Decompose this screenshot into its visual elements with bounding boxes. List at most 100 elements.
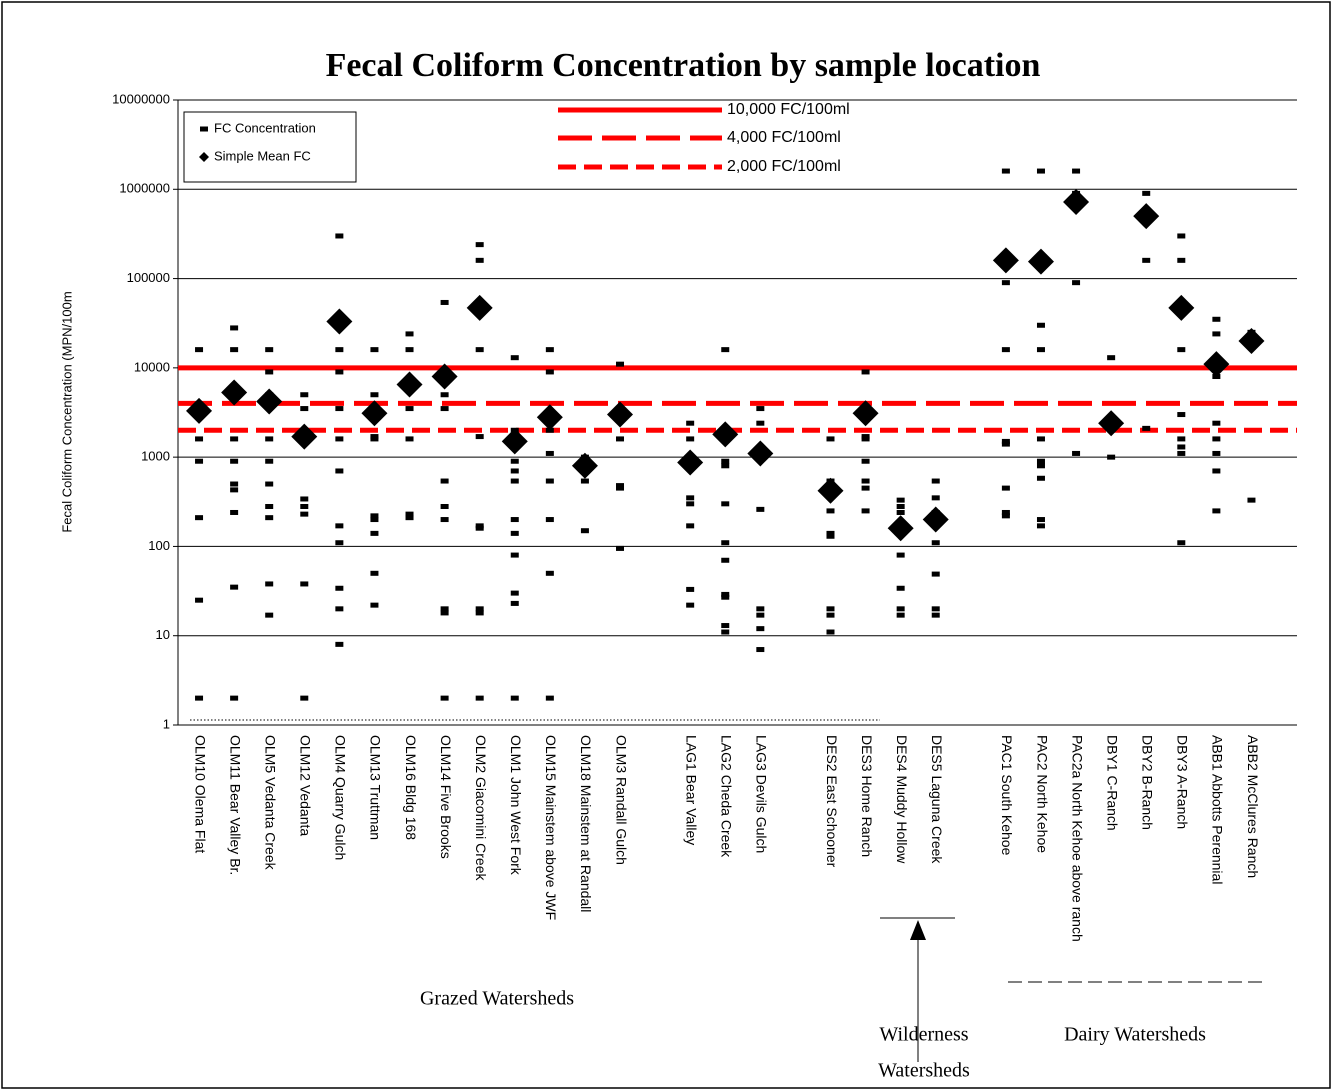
point bbox=[756, 606, 765, 612]
point bbox=[370, 392, 379, 398]
point bbox=[1247, 497, 1256, 503]
point bbox=[440, 517, 449, 523]
point bbox=[580, 478, 589, 484]
point bbox=[195, 436, 204, 442]
mean-point bbox=[1133, 203, 1160, 230]
point bbox=[686, 501, 695, 507]
point bbox=[931, 540, 940, 546]
point bbox=[370, 517, 379, 523]
point bbox=[440, 478, 449, 484]
mean-point bbox=[466, 294, 493, 321]
point bbox=[721, 540, 730, 546]
point bbox=[721, 594, 730, 600]
mean-point bbox=[1203, 351, 1230, 378]
point bbox=[896, 497, 905, 503]
point bbox=[265, 504, 274, 510]
point bbox=[510, 552, 519, 558]
point bbox=[1072, 450, 1081, 456]
point bbox=[931, 495, 940, 501]
point bbox=[265, 581, 274, 587]
mean-point bbox=[536, 404, 563, 431]
point bbox=[826, 436, 835, 442]
legend-marker bbox=[199, 152, 209, 162]
point bbox=[1036, 347, 1045, 353]
point bbox=[475, 434, 484, 440]
point bbox=[826, 629, 835, 635]
point bbox=[896, 552, 905, 558]
mean-point bbox=[1027, 248, 1054, 275]
point bbox=[686, 495, 695, 501]
point bbox=[230, 458, 239, 464]
point bbox=[545, 517, 554, 523]
point bbox=[1177, 412, 1186, 418]
point bbox=[545, 369, 554, 375]
point bbox=[861, 436, 870, 442]
point bbox=[370, 530, 379, 536]
mean-point bbox=[361, 400, 388, 427]
point bbox=[405, 511, 414, 517]
point bbox=[826, 606, 835, 612]
y-tick-label: 100000 bbox=[127, 270, 170, 285]
point bbox=[721, 629, 730, 635]
point bbox=[335, 606, 344, 612]
point bbox=[440, 695, 449, 701]
point bbox=[1072, 168, 1081, 174]
annotation: Watersheds bbox=[878, 1060, 970, 1082]
point bbox=[1177, 436, 1186, 442]
x-tick-label: OLM12 Vedanta bbox=[298, 735, 314, 836]
point bbox=[475, 610, 484, 616]
point bbox=[230, 584, 239, 590]
point bbox=[721, 347, 730, 353]
point bbox=[756, 506, 765, 512]
point bbox=[1001, 347, 1010, 353]
point bbox=[721, 623, 730, 629]
point bbox=[1001, 509, 1010, 515]
x-tick-label: DES2 East Schooner bbox=[824, 735, 840, 868]
point bbox=[545, 450, 554, 456]
point bbox=[335, 523, 344, 529]
point bbox=[265, 347, 274, 353]
point bbox=[1001, 280, 1010, 286]
point bbox=[616, 436, 625, 442]
point bbox=[335, 468, 344, 474]
annotation: Dairy Watersheds bbox=[1064, 1024, 1206, 1046]
annotation: Wilderness bbox=[879, 1024, 968, 1046]
x-tick-label: LAG3 Devils Gulch bbox=[754, 735, 770, 853]
point bbox=[1142, 425, 1151, 431]
point bbox=[300, 504, 309, 510]
x-tick-label: OLM14 Five Brooks bbox=[438, 735, 454, 859]
mean-point bbox=[992, 247, 1019, 274]
point bbox=[230, 509, 239, 515]
point bbox=[1177, 450, 1186, 456]
point bbox=[1177, 257, 1186, 263]
point bbox=[195, 515, 204, 521]
point bbox=[335, 406, 344, 412]
point bbox=[686, 602, 695, 608]
y-tick-label: 10000000 bbox=[112, 91, 170, 106]
point bbox=[230, 695, 239, 701]
point bbox=[1036, 523, 1045, 529]
x-tick-label: OLM16 Bldg 168 bbox=[403, 735, 419, 840]
point bbox=[370, 570, 379, 576]
point bbox=[721, 591, 730, 597]
point bbox=[931, 606, 940, 612]
y-axis-label: Fecal Coliform Concentration (MPN/100m bbox=[59, 291, 74, 532]
point bbox=[1036, 475, 1045, 481]
arrow-head bbox=[910, 920, 926, 940]
legend-label: FC Concentration bbox=[214, 120, 316, 135]
x-tick-label: DBY1 C-Ranch bbox=[1104, 735, 1120, 831]
point bbox=[826, 533, 835, 539]
point bbox=[335, 540, 344, 546]
point bbox=[1072, 280, 1081, 286]
point bbox=[686, 436, 695, 442]
x-tick-label: OLM18 Mainstem at Randall bbox=[578, 735, 594, 912]
point bbox=[861, 485, 870, 491]
mean-point bbox=[922, 506, 949, 533]
point bbox=[510, 600, 519, 606]
point bbox=[826, 508, 835, 514]
point bbox=[1036, 463, 1045, 469]
point bbox=[616, 545, 625, 551]
annotations: Grazed Watersheds Wilderness Watersheds … bbox=[190, 719, 1265, 1082]
point bbox=[265, 436, 274, 442]
